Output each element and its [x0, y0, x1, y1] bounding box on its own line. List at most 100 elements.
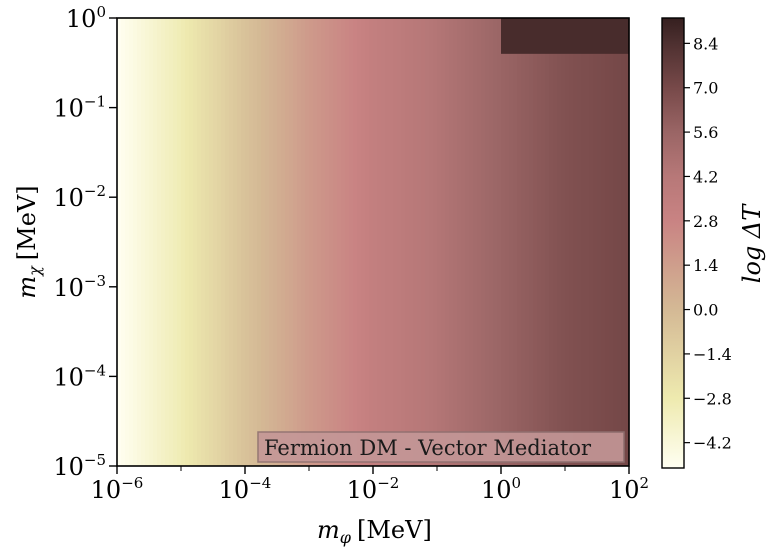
- heatmap-cell: [297, 18, 302, 466]
- heatmap-cell: [145, 18, 150, 466]
- heatmap-cell: [401, 18, 406, 466]
- heatmap-cell: [561, 18, 566, 466]
- heatmap-cell: [285, 18, 290, 466]
- heatmap-cell: [313, 18, 318, 466]
- heatmap-cell: [341, 18, 346, 466]
- heatmap-cell: [193, 18, 198, 466]
- heatmap-cell: [493, 18, 498, 466]
- heatmap-cell: [381, 18, 386, 466]
- heatmap-cell: [261, 18, 266, 466]
- heatmap-cell: [529, 18, 534, 466]
- y-tick-label: 10−3: [53, 272, 106, 302]
- heatmap-cell: [365, 18, 370, 466]
- colorbar-tick-label: 1.4: [693, 256, 718, 275]
- heatmap-cell: [389, 18, 394, 466]
- heatmap-cell: [465, 18, 470, 466]
- heatmap-plateau: [501, 18, 629, 54]
- heatmap-cell: [225, 18, 230, 466]
- heatmap-cell: [521, 18, 526, 466]
- y-axis-ticks: 10−5 10−4 10−3 10−2 10−1 100: [53, 3, 117, 481]
- heatmap-cell: [477, 18, 482, 466]
- heatmap-cell: [433, 18, 438, 466]
- heatmap-cell: [329, 18, 334, 466]
- heatmap-cell: [169, 18, 174, 466]
- colorbar-tick-label: 2.8: [693, 212, 718, 231]
- heatmap-cell: [573, 18, 578, 466]
- heatmap-cell: [405, 18, 410, 466]
- heatmap-cell: [453, 18, 458, 466]
- heatmap-cell: [537, 18, 542, 466]
- annotation-text: Fermion DM - Vector Mediator: [264, 436, 592, 460]
- heatmap-cell: [581, 18, 586, 466]
- heatmap-cell: [593, 18, 598, 466]
- heatmap-cell: [213, 18, 218, 466]
- heatmap-cell: [333, 18, 338, 466]
- heatmap-cell: [625, 18, 630, 466]
- colorbar-tick-label: 7.0: [693, 79, 718, 98]
- heatmap-cell: [305, 18, 310, 466]
- heatmap-cell: [609, 18, 614, 466]
- heatmap-cell: [257, 18, 262, 466]
- heatmap-cell: [185, 18, 190, 466]
- heatmap-cell: [153, 18, 158, 466]
- x-tick-label: 10−4: [219, 474, 272, 504]
- heatmap-cell: [589, 18, 594, 466]
- heatmap-cell: [437, 18, 442, 466]
- y-tick-label: 10−1: [53, 93, 106, 123]
- heatmap-cell: [585, 18, 590, 466]
- heatmap-cell: [281, 18, 286, 466]
- heatmap-cell: [321, 18, 326, 466]
- colorbar-ticks: −4.2 −2.8 −1.4 0.0 1.4 2.8 4.2 5.6 7.0 8.4: [684, 34, 732, 453]
- y-tick-label: 10−5: [53, 451, 106, 481]
- heatmap-cell: [177, 18, 182, 466]
- heatmap-cell: [605, 18, 610, 466]
- heatmap-cell: [557, 18, 562, 466]
- heatmap-field: [117, 18, 630, 466]
- heatmap-cell: [289, 18, 294, 466]
- colorbar-tick-label: 5.6: [693, 123, 718, 142]
- heatmap-cell: [141, 18, 146, 466]
- heatmap-cell: [353, 18, 358, 466]
- heatmap-cell: [497, 18, 502, 466]
- heatmap-cell: [545, 18, 550, 466]
- heatmap-cell: [397, 18, 402, 466]
- heatmap-cell: [241, 18, 246, 466]
- heatmap-cell: [201, 18, 206, 466]
- heatmap-cell: [421, 18, 426, 466]
- heatmap-cell: [429, 18, 434, 466]
- heatmap-cell: [577, 18, 582, 466]
- colorbar-tick-label: −1.4: [693, 345, 732, 364]
- heatmap-cell: [229, 18, 234, 466]
- heatmap-cell: [209, 18, 214, 466]
- heatmap-cell: [157, 18, 162, 466]
- y-tick-label: 10−4: [53, 361, 106, 391]
- heatmap-cell: [509, 18, 514, 466]
- heatmap-cell: [253, 18, 258, 466]
- heatmap-cell: [385, 18, 390, 466]
- heatmap-cell: [337, 18, 342, 466]
- colorbar-tick-label: −4.2: [693, 434, 732, 453]
- heatmap-cell: [273, 18, 278, 466]
- heatmap-cell: [485, 18, 490, 466]
- heatmap-cell: [181, 18, 186, 466]
- heatmap-cell: [301, 18, 306, 466]
- heatmap-cell: [501, 18, 506, 466]
- colorbar-gradient: [661, 17, 685, 469]
- heatmap-cell: [489, 18, 494, 466]
- x-axis-ticks: 10−6 10−4 10−2 100 102: [91, 466, 649, 504]
- heatmap-cell: [369, 18, 374, 466]
- heatmap-cell: [601, 18, 606, 466]
- heatmap-cell: [357, 18, 362, 466]
- heatmap-cell: [165, 18, 170, 466]
- heatmap-cell: [349, 18, 354, 466]
- y-tick-label: 10−2: [53, 182, 106, 212]
- heatmap-cell: [125, 18, 130, 466]
- heatmap-cell: [373, 18, 378, 466]
- heatmap-cell: [513, 18, 518, 466]
- heatmap-cell: [549, 18, 554, 466]
- heatmap-cell: [457, 18, 462, 466]
- heatmap-cell: [417, 18, 422, 466]
- heatmap-cell: [245, 18, 250, 466]
- heatmap-cell: [233, 18, 238, 466]
